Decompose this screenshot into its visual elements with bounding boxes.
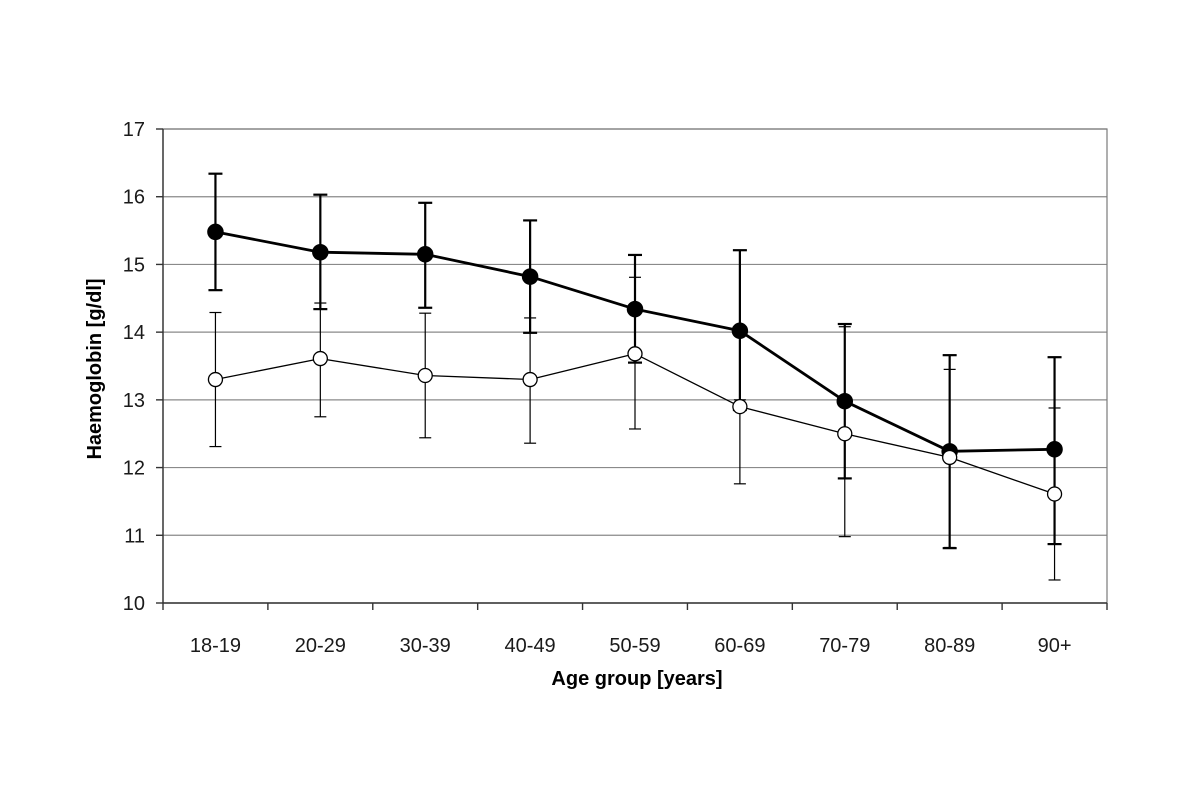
data-point-filled <box>312 243 329 261</box>
x-tick-label: 18-19 <box>190 635 241 657</box>
data-point-filled <box>1046 441 1063 458</box>
data-point-open <box>837 426 853 442</box>
data-point-open <box>627 346 643 362</box>
x-tick-label: 20-29 <box>295 635 346 657</box>
data-point-open <box>732 398 748 415</box>
y-tick-label: 11 <box>124 525 145 547</box>
y-tick-label: 12 <box>123 458 145 480</box>
y-tick-label: 10 <box>123 593 145 615</box>
y-tick-label: 15 <box>123 254 145 276</box>
series-markers <box>207 223 1063 502</box>
y-tick-label: 13 <box>123 390 145 412</box>
y-tick-label: 14 <box>123 322 145 344</box>
data-point-open <box>312 350 328 367</box>
x-tick-label: 50-59 <box>609 635 660 657</box>
tick-labels: 10 11 12 13 14 15 16 17 18-19 20-29 30-39 40-49 50-5… <box>123 119 1072 657</box>
data-point-filled <box>626 300 644 318</box>
data-point-filled <box>416 246 434 263</box>
data-point-open <box>207 371 224 388</box>
data-point-open <box>1046 486 1063 502</box>
data-point-open <box>942 449 958 466</box>
data-point-filled <box>731 322 749 340</box>
y-tick-label: 16 <box>123 187 145 209</box>
x-tick-label: 80-89 <box>924 635 975 657</box>
x-tick-label: 40-49 <box>505 635 556 657</box>
data-point-open <box>417 367 433 384</box>
x-axis-title: Age group [years] <box>551 668 722 690</box>
x-tick-label: 60-69 <box>714 635 765 657</box>
x-tick-label: 70-79 <box>819 635 870 657</box>
data-point-filled <box>207 223 224 241</box>
data-point-filled <box>521 268 539 285</box>
data-point-filled <box>836 392 854 410</box>
y-tick-label: 17 <box>123 119 145 141</box>
data-point-open <box>522 371 538 388</box>
error-bars <box>208 172 1062 581</box>
y-axis-title: Haemoglobin [g/dl] <box>84 278 106 459</box>
x-tick-label: 90+ <box>1038 635 1072 657</box>
axes <box>156 128 1108 610</box>
x-tick-label: 30-39 <box>400 635 451 657</box>
